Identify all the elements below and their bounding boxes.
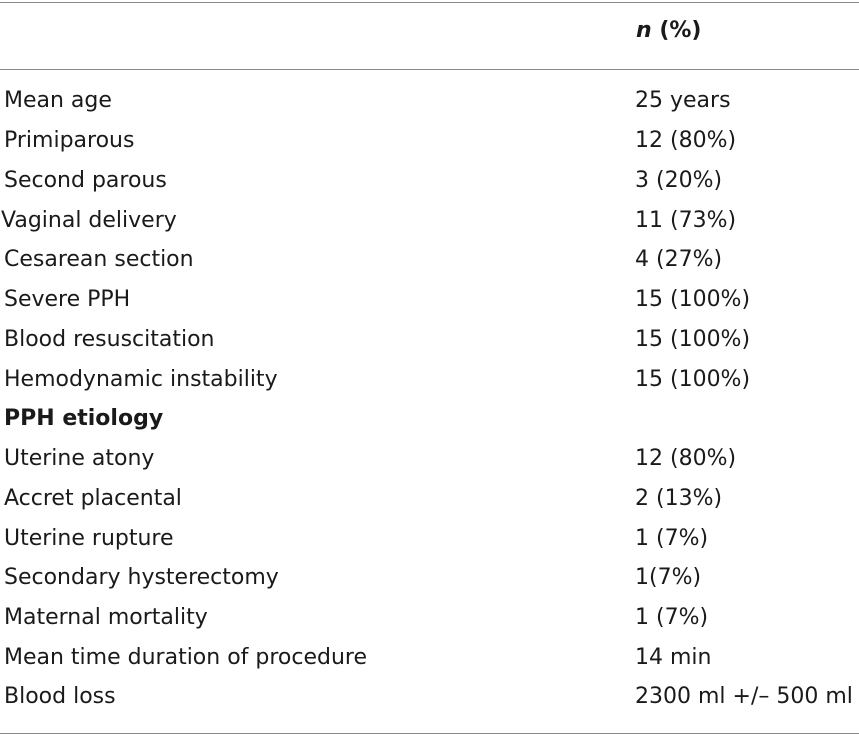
row-label: Severe PPH	[4, 287, 131, 312]
row-label: Mean time duration of procedure	[4, 645, 368, 670]
row-value: 11 (73%)	[635, 208, 737, 233]
row-label: Vaginal delivery	[1, 208, 177, 233]
row-label: Secondary hysterectomy	[4, 565, 279, 590]
section-heading: PPH etiology	[4, 406, 164, 431]
row-label: Blood loss	[4, 684, 116, 709]
row-label: Uterine atony	[4, 446, 155, 471]
row-value: 12 (80%)	[635, 446, 737, 471]
row-label: Cesarean section	[4, 247, 194, 272]
row-value: 15 (100%)	[635, 287, 751, 312]
table-top-rule	[0, 2, 859, 3]
section-heading-row: PPH etiology	[0, 399, 859, 439]
row-value: 1(7%)	[635, 565, 702, 590]
table-row: Secondary hysterectomy 1(7%)	[0, 558, 859, 598]
table-row: Hemodynamic instability 15 (100%)	[0, 360, 859, 400]
table-row: Uterine atony 12 (80%)	[0, 439, 859, 479]
row-value: 3 (20%)	[635, 168, 723, 193]
row-value: 4 (27%)	[635, 247, 723, 272]
row-label: Hemodynamic instability	[4, 367, 278, 392]
row-label: Maternal mortality	[4, 605, 208, 630]
table-row: Second parous 3 (20%)	[0, 161, 859, 201]
row-label: Second parous	[4, 168, 167, 193]
row-label: Uterine rupture	[4, 526, 174, 551]
table-row: Primiparous 12 (80%)	[0, 121, 859, 161]
table-row: Mean age 25 years	[0, 81, 859, 121]
row-label: Blood resuscitation	[4, 327, 215, 352]
row-value: 14 min	[635, 645, 712, 670]
table-row: Maternal mortality 1 (7%)	[0, 598, 859, 638]
row-label: Primiparous	[4, 128, 135, 153]
table-row: Cesarean section 4 (27%)	[0, 240, 859, 280]
row-value: 15 (100%)	[635, 367, 751, 392]
row-value: 1 (7%)	[635, 526, 709, 551]
table-row: Severe PPH 15 (100%)	[0, 280, 859, 320]
column-header-n: n	[636, 18, 652, 43]
row-value: 2 (13%)	[635, 486, 723, 511]
table-bottom-rule	[0, 733, 859, 734]
row-value: 1 (7%)	[635, 605, 709, 630]
table-row: Accret placental 2 (13%)	[0, 479, 859, 519]
table-row: Blood loss 2300 ml +/– 500 ml	[0, 677, 859, 717]
row-value: 12 (80%)	[635, 128, 737, 153]
row-label: Mean age	[4, 88, 112, 113]
table-row: Uterine rupture 1 (7%)	[0, 519, 859, 559]
header-rule	[0, 69, 859, 70]
row-value: 15 (100%)	[635, 327, 751, 352]
table-row: Mean time duration of procedure 14 min	[0, 638, 859, 678]
row-label: Accret placental	[4, 486, 182, 511]
table-row: Vaginal delivery 11 (73%)	[0, 201, 859, 241]
row-value: 2300 ml +/– 500 ml	[635, 684, 853, 709]
row-value: 25 years	[635, 88, 731, 113]
table-row: Blood resuscitation 15 (100%)	[0, 320, 859, 360]
column-header-n-percent: n (%)	[636, 14, 701, 48]
column-header-percent: (%)	[651, 18, 702, 43]
